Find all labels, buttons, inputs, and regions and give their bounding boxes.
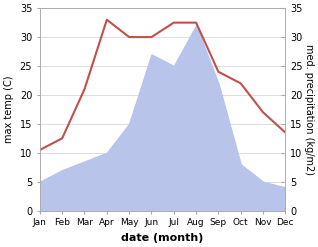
Y-axis label: med. precipitation (kg/m2): med. precipitation (kg/m2) bbox=[304, 44, 314, 175]
Y-axis label: max temp (C): max temp (C) bbox=[4, 76, 14, 143]
X-axis label: date (month): date (month) bbox=[121, 233, 204, 243]
